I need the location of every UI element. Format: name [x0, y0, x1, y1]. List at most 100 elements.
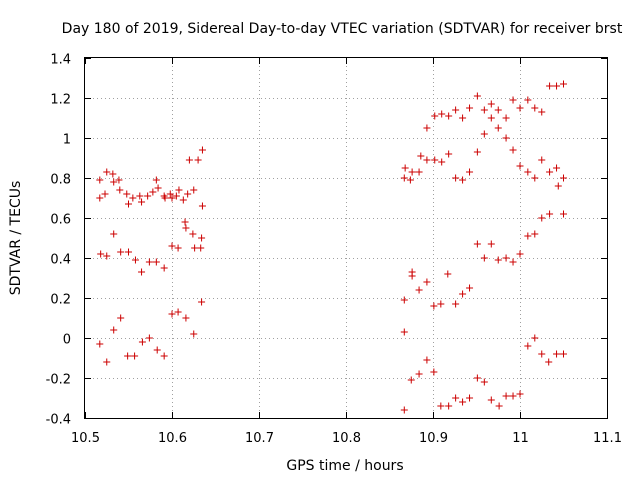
data-point — [400, 174, 408, 182]
data-point — [509, 392, 517, 400]
data-point — [516, 162, 524, 170]
data-point — [131, 256, 139, 264]
data-point — [502, 392, 510, 400]
data-point — [109, 170, 117, 178]
y-tick-label: 0.6 — [50, 213, 71, 228]
data-point — [487, 396, 495, 404]
data-point — [516, 104, 524, 112]
data-point — [168, 194, 176, 202]
data-point — [181, 218, 189, 226]
data-point — [131, 352, 139, 360]
data-point — [185, 156, 193, 164]
data-point — [430, 368, 438, 376]
data-point — [560, 80, 567, 88]
data-point — [516, 250, 524, 258]
data-point — [545, 358, 553, 366]
data-point — [524, 168, 532, 176]
data-point — [101, 190, 109, 198]
data-point — [473, 240, 481, 248]
y-tick-label: -0.2 — [46, 373, 71, 388]
y-tick-label: 0 — [63, 333, 71, 348]
data-point — [473, 374, 481, 382]
data-point — [423, 124, 431, 132]
data-point — [190, 330, 198, 338]
data-point — [400, 406, 408, 414]
data-point — [191, 244, 199, 252]
data-point — [431, 156, 439, 164]
data-point — [179, 196, 187, 204]
data-point — [480, 130, 488, 138]
data-point — [138, 268, 146, 276]
data-point — [459, 176, 467, 184]
data-point — [152, 258, 160, 266]
data-point — [129, 194, 137, 202]
data-point — [423, 278, 431, 286]
data-point — [401, 164, 409, 172]
data-point — [406, 176, 414, 184]
x-tick-label: 10.7 — [245, 431, 274, 446]
data-point — [438, 110, 446, 118]
x-axis-label: GPS time / hours — [286, 458, 403, 474]
data-point — [168, 310, 176, 318]
data-point — [198, 298, 206, 306]
data-point — [407, 376, 415, 384]
data-point — [174, 244, 182, 252]
x-tick-label: 10.5 — [71, 431, 100, 446]
data-point — [466, 394, 474, 402]
data-point — [144, 192, 152, 200]
data-point — [145, 334, 153, 342]
data-point — [431, 112, 439, 120]
data-point — [560, 174, 567, 182]
data-point — [546, 168, 554, 176]
data-point — [531, 174, 539, 182]
data-point — [516, 390, 524, 398]
data-point — [502, 134, 510, 142]
data-point — [538, 214, 546, 222]
data-point — [408, 168, 416, 176]
data-point — [466, 104, 474, 112]
data-point — [97, 250, 105, 258]
data-point — [473, 92, 481, 100]
data-point — [400, 296, 408, 304]
data-point — [430, 302, 438, 310]
data-point — [438, 158, 446, 166]
data-point — [509, 146, 517, 154]
data-point — [509, 96, 517, 104]
data-point — [480, 106, 488, 114]
x-tick-label: 10.9 — [419, 431, 448, 446]
data-point — [153, 346, 161, 354]
data-point — [466, 284, 474, 292]
data-point — [124, 352, 132, 360]
data-point — [138, 198, 146, 206]
chart-title: Day 180 of 2019, Sidereal Day-to-day VTE… — [62, 21, 623, 37]
data-point — [445, 150, 453, 158]
data-point — [480, 378, 488, 386]
data-point — [110, 178, 118, 186]
data-point — [445, 112, 453, 120]
data-point — [96, 176, 104, 184]
data-point — [110, 230, 118, 238]
data-point — [197, 244, 205, 252]
data-point — [509, 258, 517, 266]
data-point — [554, 182, 562, 190]
data-point — [103, 358, 111, 366]
data-point — [524, 342, 532, 350]
data-point — [96, 340, 104, 348]
data-point — [103, 168, 111, 176]
data-point — [190, 186, 198, 194]
data-point — [182, 314, 190, 322]
data-point — [444, 270, 452, 278]
x-tick-label: 11 — [512, 431, 529, 446]
data-point — [494, 256, 502, 264]
data-point — [184, 190, 192, 198]
data-point — [553, 82, 561, 90]
data-point — [160, 352, 168, 360]
data-point — [198, 202, 206, 210]
data-point — [125, 248, 132, 256]
data-point — [154, 184, 162, 192]
y-tick-label: 1 — [63, 133, 71, 148]
data-point — [553, 164, 561, 172]
data-point — [502, 254, 510, 262]
data-point — [452, 300, 460, 308]
